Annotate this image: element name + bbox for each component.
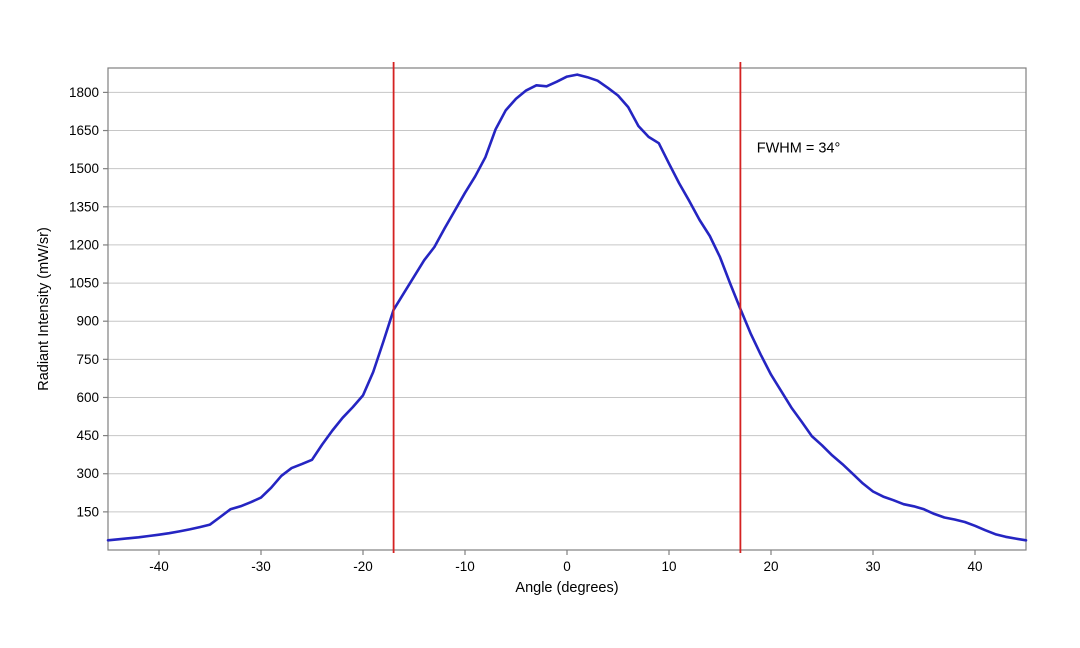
x-tick-label: -30 bbox=[251, 559, 271, 574]
y-tick-label: 750 bbox=[76, 352, 99, 367]
y-tick-label: 1350 bbox=[69, 199, 99, 214]
x-tick-label: 40 bbox=[967, 559, 982, 574]
y-tick-label: 150 bbox=[76, 504, 99, 519]
y-tick-label: 1200 bbox=[69, 237, 99, 252]
y-tick-label: 450 bbox=[76, 428, 99, 443]
plot-border bbox=[107, 67, 1027, 551]
y-tick-label: 300 bbox=[76, 466, 99, 481]
y-tick-label: 600 bbox=[76, 390, 99, 405]
x-tick-label: -10 bbox=[455, 559, 475, 574]
y-tick-label: 1800 bbox=[69, 85, 99, 100]
y-tick-label: 900 bbox=[76, 314, 99, 329]
y-tick-label: 1650 bbox=[69, 123, 99, 138]
y-tick-label: 1500 bbox=[69, 161, 99, 176]
intensity-curve bbox=[106, 73, 1028, 542]
x-tick-label: -20 bbox=[353, 559, 373, 574]
y-axis-title: Radiant Intensity (mW/sr) bbox=[36, 227, 52, 391]
x-tick-label: 0 bbox=[563, 559, 571, 574]
x-tick-label: -40 bbox=[149, 559, 169, 574]
x-axis-title: Angle (degrees) bbox=[515, 580, 618, 596]
fwhm-annotation: FWHM = 34° bbox=[757, 140, 841, 156]
x-tick-label: 30 bbox=[865, 559, 880, 574]
x-tick-label: 20 bbox=[763, 559, 778, 574]
x-tick-label: 10 bbox=[661, 559, 676, 574]
y-tick-label: 1050 bbox=[69, 276, 99, 291]
